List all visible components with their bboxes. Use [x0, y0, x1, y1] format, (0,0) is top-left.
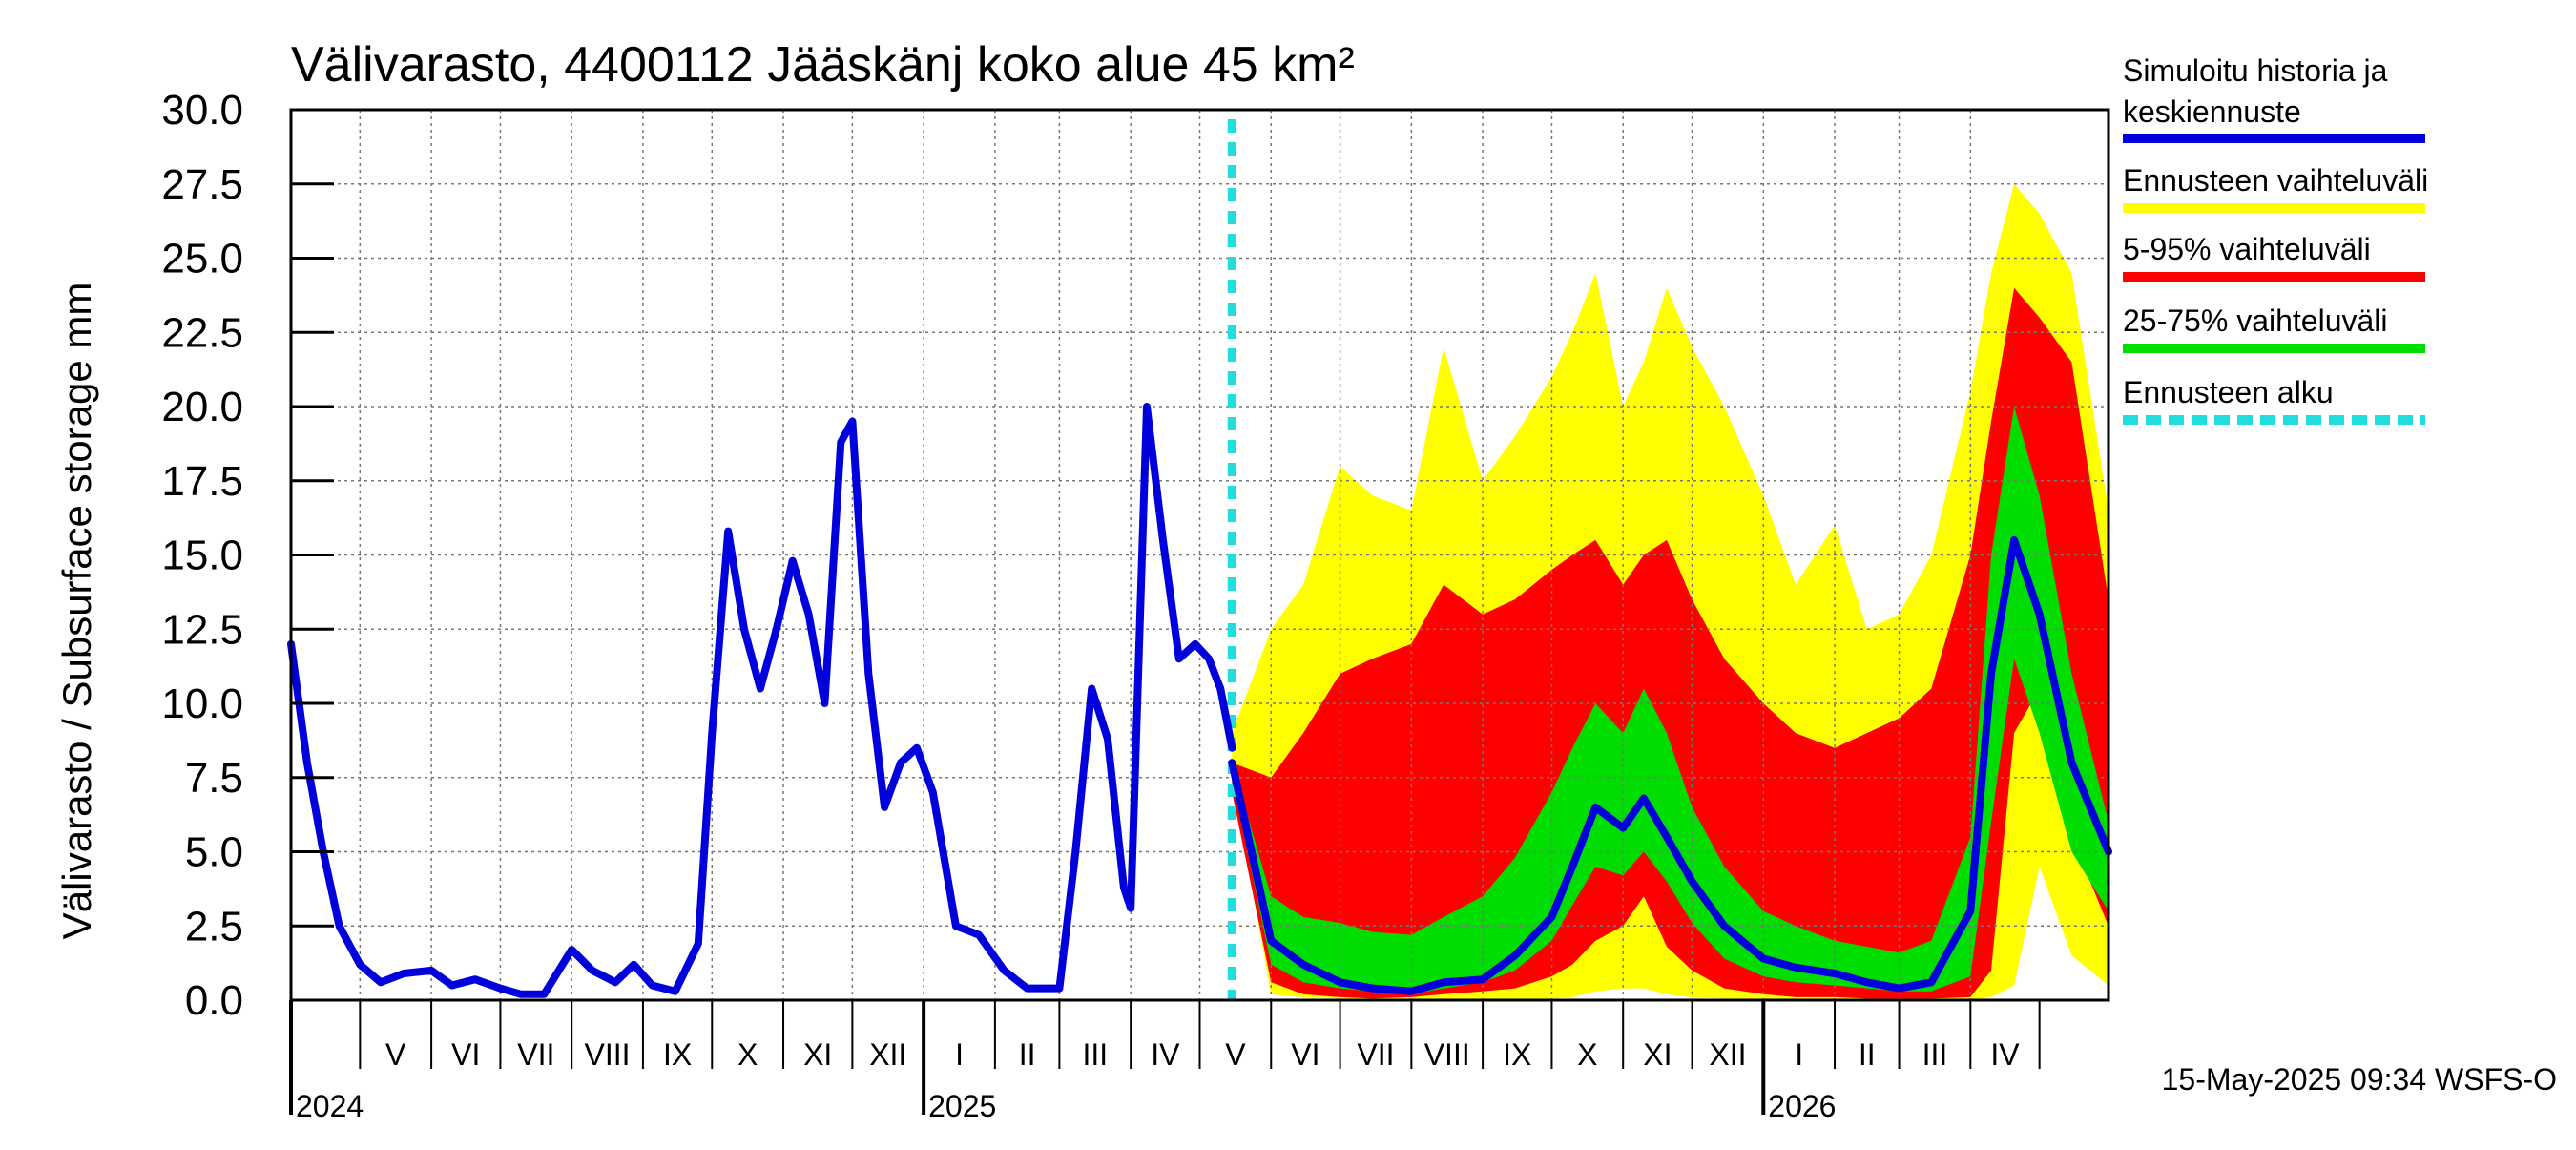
- month-label: XII: [869, 1037, 906, 1072]
- y-tick-label: 10.0: [161, 680, 243, 727]
- y-tick-label: 0.0: [185, 977, 243, 1024]
- month-label: VII: [1357, 1037, 1394, 1072]
- chart-title: Välivarasto, 4400112 Jääskänj koko alue …: [291, 37, 1355, 93]
- y-axis-label: Välivarasto / Subsurface storage mm: [54, 282, 99, 940]
- month-label: IV: [1990, 1037, 2020, 1072]
- legend-label: Ennusteen vaihteluväli: [2123, 163, 2428, 198]
- year-label: 2026: [1768, 1089, 1836, 1123]
- band-5-95: [1232, 287, 2109, 999]
- y-tick-label: 22.5: [161, 309, 243, 356]
- series-lines: [287, 119, 2112, 1000]
- month-label: XI: [1643, 1037, 1672, 1072]
- month-label: VI: [1291, 1037, 1319, 1072]
- month-label: IX: [1503, 1037, 1531, 1072]
- series-line-forecast: [1228, 535, 2112, 995]
- y-tick-label: 25.0: [161, 236, 243, 282]
- y-tick-label: 15.0: [161, 533, 243, 579]
- month-label: IV: [1151, 1037, 1180, 1072]
- month-label: III: [1082, 1037, 1108, 1072]
- y-tick-label: 17.5: [161, 458, 243, 505]
- y-tick-label: 5.0: [185, 829, 243, 876]
- year-label: 2024: [296, 1089, 364, 1123]
- series-line-history: [287, 403, 1236, 998]
- month-label: VII: [517, 1037, 554, 1072]
- month-label: VIII: [1424, 1037, 1470, 1072]
- forecast-bands: [1232, 183, 2109, 1001]
- month-label: I: [955, 1037, 964, 1072]
- legend-label: keskiennuste: [2123, 94, 2301, 129]
- axes: 0.0 2.5 5.0 7.5 10.0 12.5 15.0 17.5 20.0 22.5 25.0…: [161, 87, 2110, 1123]
- year-label: 2025: [928, 1089, 996, 1123]
- month-label: II: [1859, 1037, 1876, 1072]
- month-label: XI: [803, 1037, 832, 1072]
- month-label: II: [1019, 1037, 1036, 1072]
- legend: Simuloitu historia ja keskiennuste Ennuste…: [2123, 53, 2428, 425]
- legend-label: Simuloitu historia ja: [2123, 53, 2388, 88]
- month-label: V: [385, 1037, 406, 1072]
- month-label: IX: [663, 1037, 692, 1072]
- y-tick-label: 7.5: [185, 755, 243, 802]
- y-tick-label: 27.5: [161, 161, 243, 208]
- band-25-75: [1232, 407, 2109, 994]
- y-tick-label: 20.0: [161, 384, 243, 430]
- month-label: XII: [1709, 1037, 1746, 1072]
- y-tick-label: 30.0: [161, 87, 243, 134]
- month-label: V: [1225, 1037, 1246, 1072]
- month-label: VI: [451, 1037, 480, 1072]
- timestamp-footer: 15-May-2025 09:34 WSFS-O: [2162, 1062, 2557, 1097]
- y-tick-label: 2.5: [185, 903, 243, 950]
- month-label: VIII: [585, 1037, 631, 1072]
- month-label: I: [1795, 1037, 1803, 1072]
- legend-label: 25-75% vaihteluväli: [2123, 303, 2388, 338]
- y-tick-label: 12.5: [161, 606, 243, 653]
- month-label: X: [737, 1037, 758, 1072]
- month-label: III: [1922, 1037, 1948, 1072]
- legend-label: 5-95% vaihteluväli: [2123, 232, 2371, 266]
- month-label: X: [1577, 1037, 1597, 1072]
- legend-label: Ennusteen alku: [2123, 375, 2334, 409]
- grid: [291, 109, 2109, 1001]
